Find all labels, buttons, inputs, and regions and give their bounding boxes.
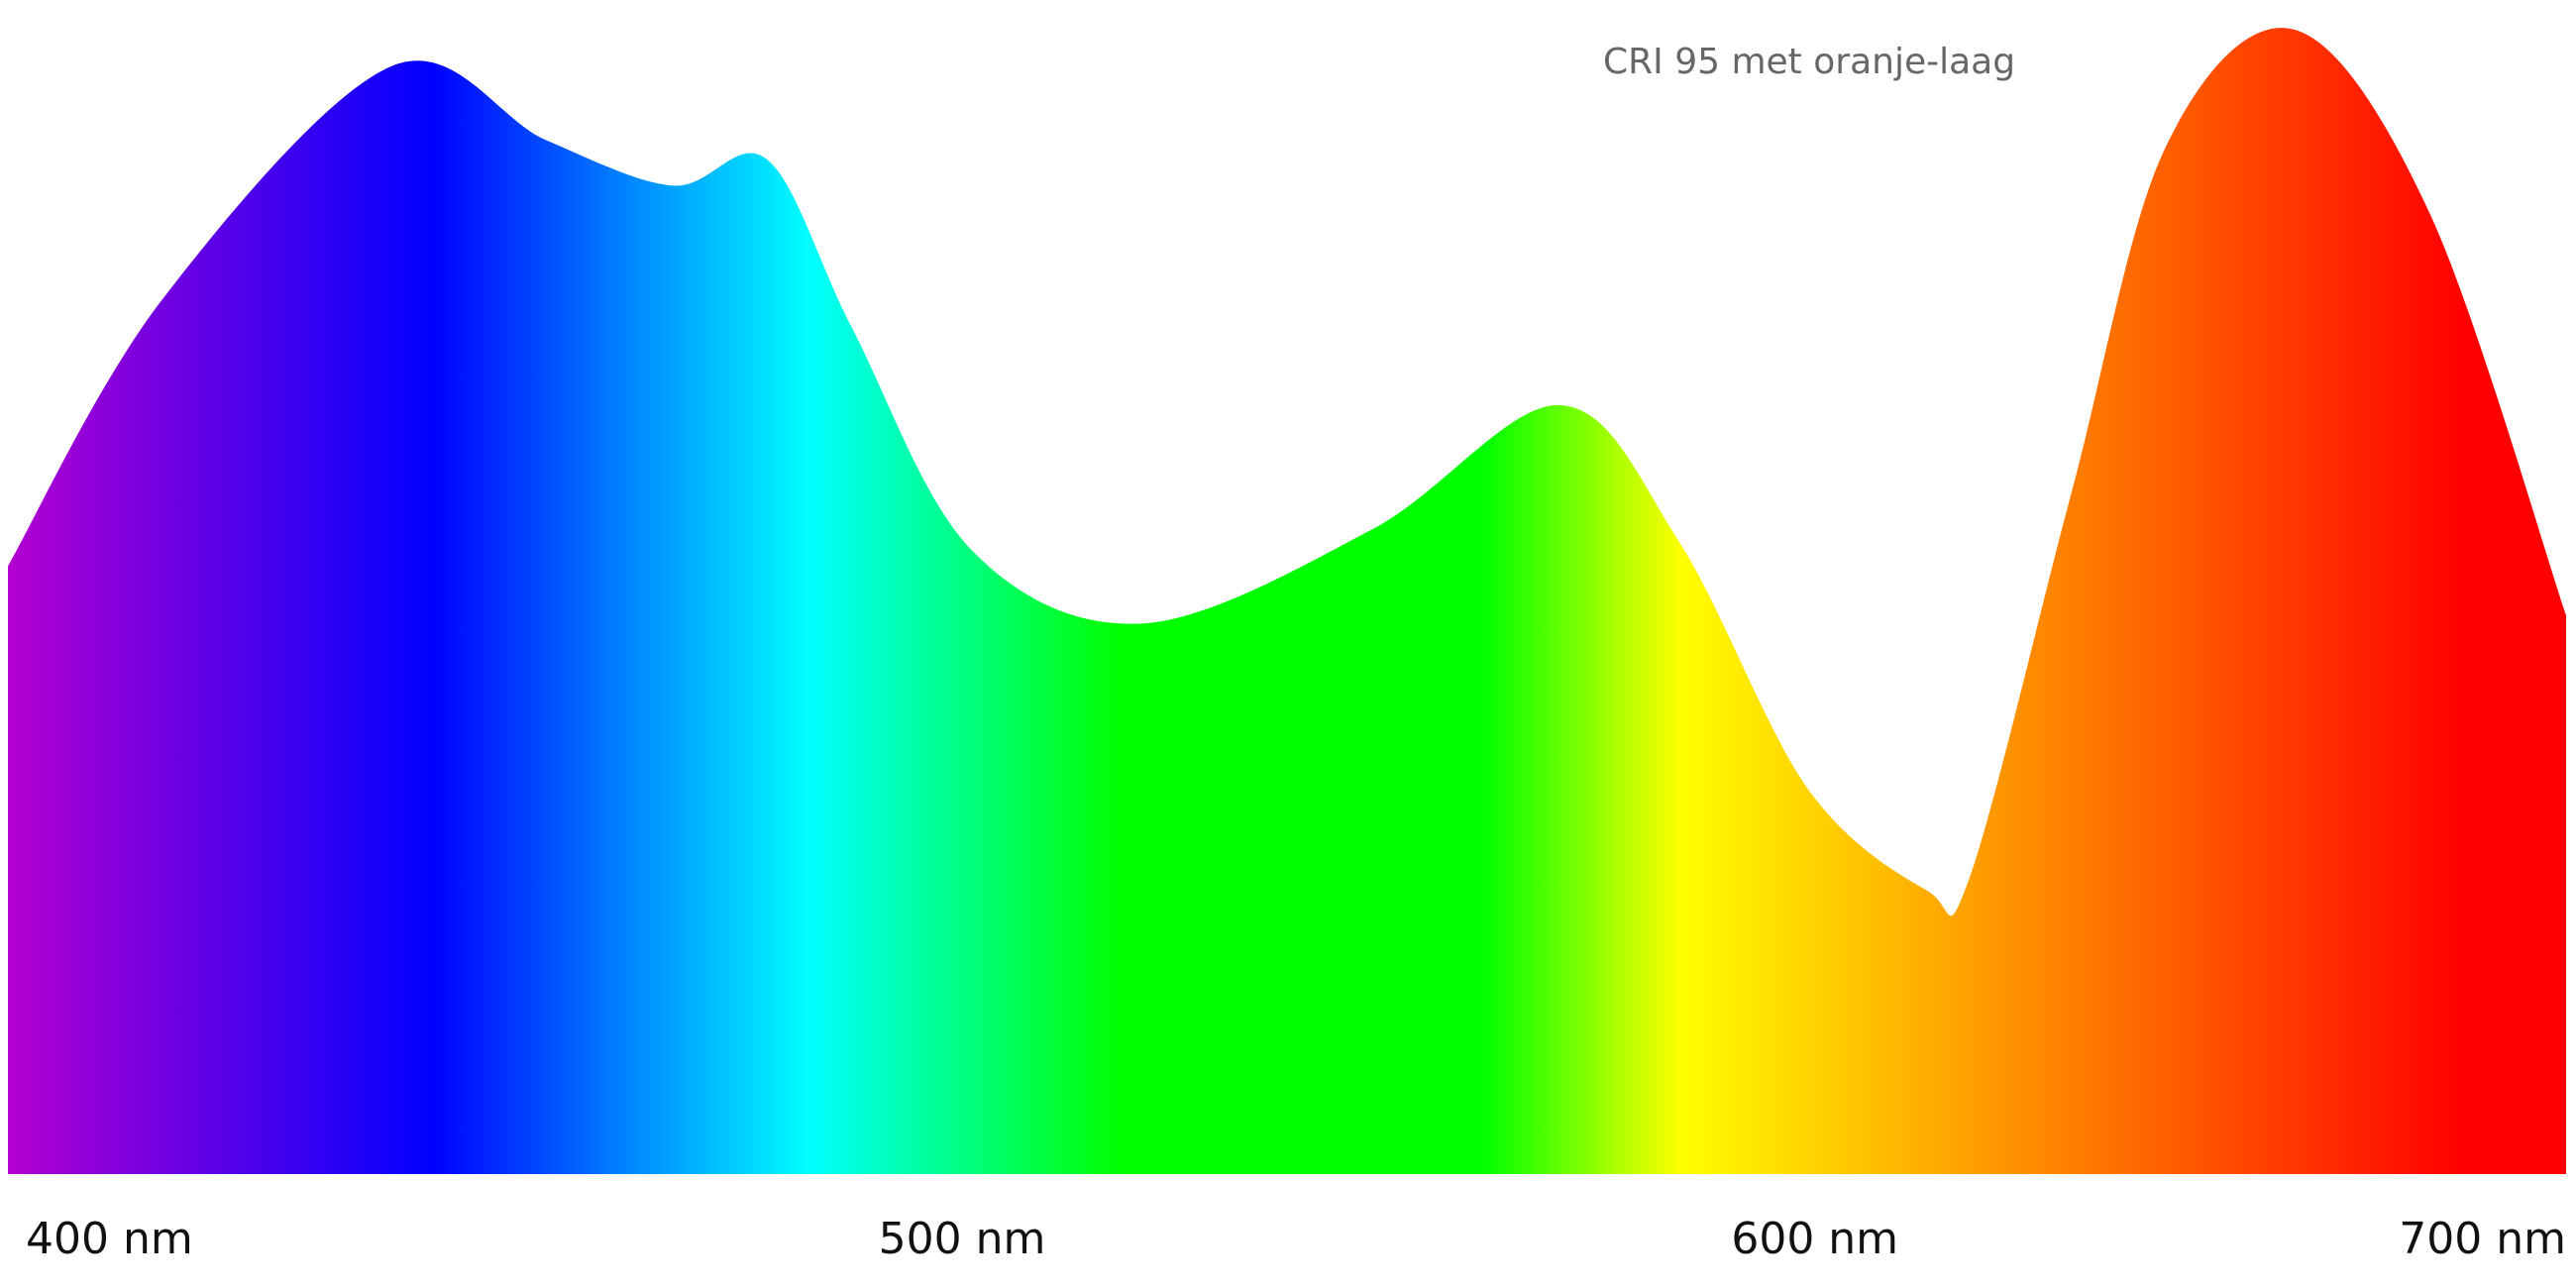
chart-title: CRI 95 met oranje-laag: [1603, 42, 2015, 82]
x-tick-label: 400 nm: [26, 1214, 193, 1264]
spectrum-area: [8, 28, 2566, 1175]
x-tick-label: 700 nm: [2399, 1214, 2566, 1264]
x-tick-label: 600 nm: [1731, 1214, 1898, 1264]
x-tick-label: 500 nm: [879, 1214, 1046, 1264]
